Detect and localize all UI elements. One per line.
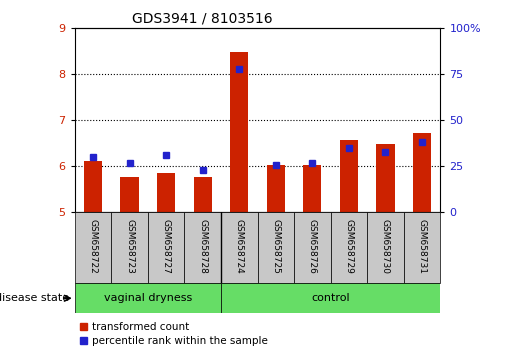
Text: GSM658731: GSM658731 [418,219,426,274]
Text: GSM658725: GSM658725 [271,219,280,274]
Bar [184,212,221,283]
Bar [221,283,440,313]
Bar [157,173,175,212]
Bar [294,212,331,283]
Bar [194,177,212,212]
Bar [221,212,258,283]
Bar [303,165,321,212]
Bar [340,140,358,212]
Text: GSM658724: GSM658724 [235,219,244,274]
Text: control: control [311,293,350,303]
Bar [404,212,440,283]
Text: GSM658723: GSM658723 [125,219,134,274]
Bar [111,212,148,283]
Bar [376,144,394,212]
Bar [84,161,102,212]
Bar [367,212,404,283]
Bar [230,52,248,212]
Text: disease state: disease state [0,293,70,303]
Text: GSM658722: GSM658722 [89,219,97,274]
Text: GSM658730: GSM658730 [381,219,390,274]
Bar [121,177,139,212]
Text: GSM658726: GSM658726 [308,219,317,274]
Text: vaginal dryness: vaginal dryness [104,293,192,303]
Text: GSM658729: GSM658729 [345,219,353,274]
Bar [148,212,184,283]
Legend: transformed count, percentile rank within the sample: transformed count, percentile rank withi… [80,322,268,346]
Bar [258,212,294,283]
Title: GDS3941 / 8103516: GDS3941 / 8103516 [132,12,273,26]
Bar [413,133,431,212]
Bar [331,212,367,283]
Bar [75,283,221,313]
Bar [267,165,285,212]
Text: GSM658727: GSM658727 [162,219,170,274]
Bar [75,212,111,283]
Text: GSM658728: GSM658728 [198,219,207,274]
